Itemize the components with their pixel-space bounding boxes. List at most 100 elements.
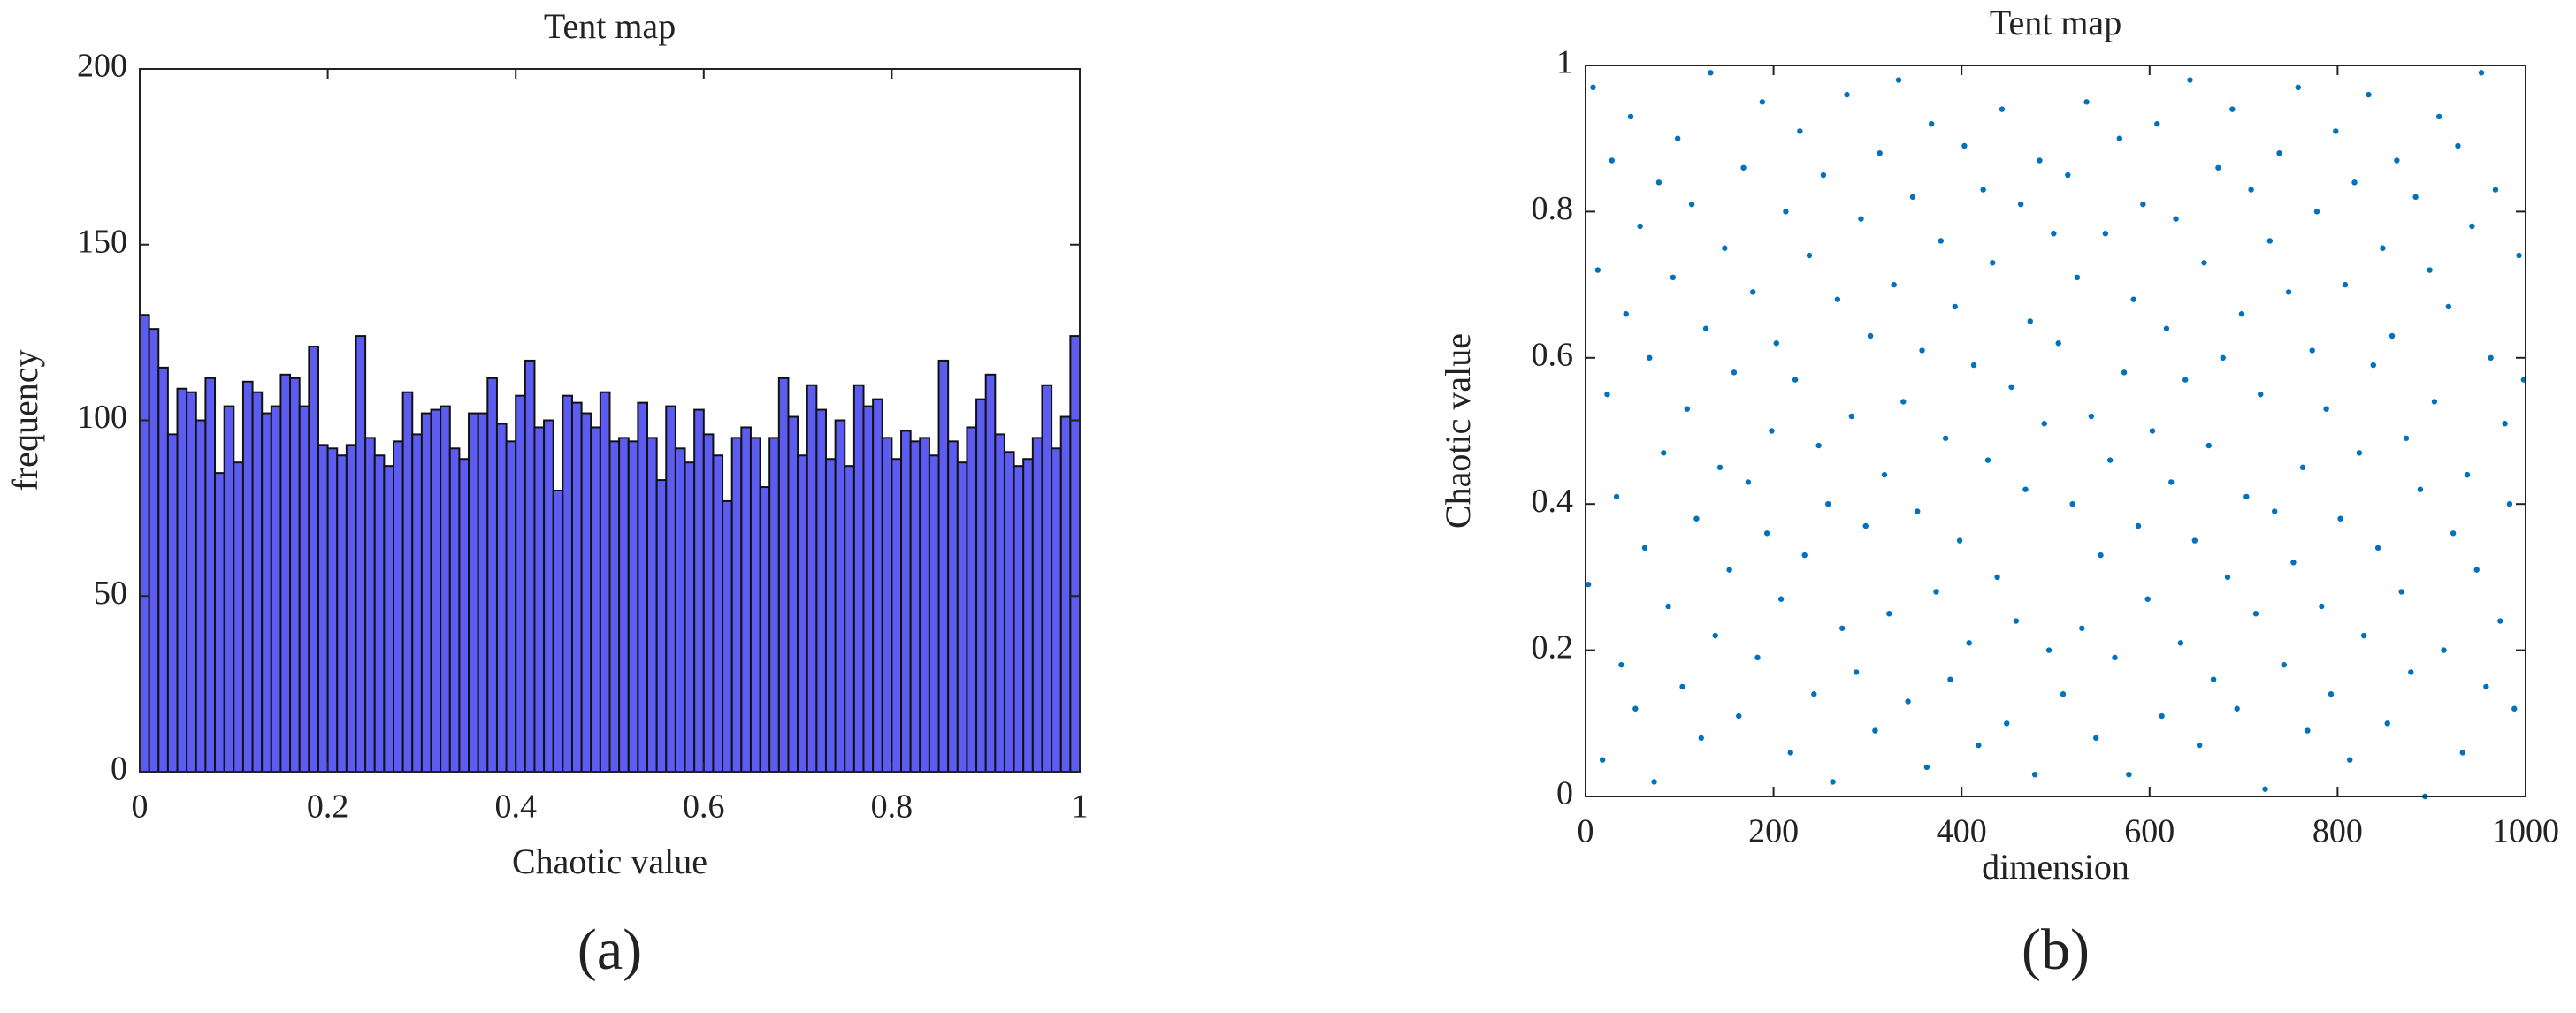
point [1722, 245, 1728, 251]
point [1651, 779, 1657, 785]
point [1811, 691, 1817, 697]
bar [806, 384, 818, 773]
bar [947, 440, 959, 773]
point [2041, 421, 2047, 427]
point [1928, 120, 1935, 127]
point [2196, 742, 2203, 749]
x-tick-label: 0 [1578, 813, 1594, 850]
point [1637, 223, 1643, 230]
x-tick-label: 0 [132, 788, 149, 826]
point [2342, 281, 2349, 288]
point [2351, 179, 2358, 186]
point [2323, 406, 2329, 412]
point [2187, 77, 2193, 83]
bar [627, 440, 639, 773]
bar [815, 408, 827, 773]
y-tick-label: 0.6 [1532, 337, 1574, 374]
point [1759, 99, 1766, 105]
point [2130, 296, 2136, 302]
bar [148, 328, 160, 773]
y-tick-label: 0.8 [1532, 190, 1574, 227]
point [2013, 618, 2020, 624]
point [1877, 150, 1883, 156]
bar [326, 447, 339, 773]
point [2262, 786, 2268, 792]
point [1716, 464, 1724, 471]
bar [195, 419, 207, 773]
bar [355, 335, 367, 773]
y-tick-label: 100 [77, 399, 127, 436]
y-tick-label: 0.2 [1532, 628, 1574, 666]
point [2360, 632, 2367, 639]
bar [862, 405, 875, 773]
bar [956, 461, 968, 773]
point [2112, 654, 2118, 661]
point [2182, 377, 2189, 383]
point [2252, 611, 2259, 617]
point [2060, 691, 2067, 697]
point [2045, 647, 2052, 653]
point [1848, 413, 1855, 420]
point [1627, 113, 1634, 120]
point [2295, 84, 2301, 91]
point [2234, 705, 2240, 712]
bar [881, 437, 893, 773]
bar [261, 412, 272, 773]
point [2177, 640, 2184, 646]
point [1994, 574, 2000, 581]
bar [665, 405, 676, 773]
bar [139, 314, 150, 773]
bar [562, 394, 573, 773]
point [1604, 391, 1610, 398]
point [1970, 362, 1977, 369]
point [2220, 354, 2226, 361]
point [2394, 157, 2400, 164]
point [1825, 501, 1831, 507]
point [2074, 274, 2081, 281]
point [1726, 567, 1732, 573]
x-tick-label: 800 [2312, 813, 2363, 850]
point [2380, 245, 2386, 251]
point [2450, 530, 2457, 537]
point [2116, 135, 2122, 141]
point [2088, 413, 2095, 420]
point [2313, 209, 2320, 215]
point [1915, 508, 1921, 514]
bar [891, 458, 903, 773]
bar [1022, 458, 1034, 773]
x-tick-label: 0.8 [871, 788, 913, 826]
point [2201, 260, 2207, 266]
point [1909, 194, 1916, 201]
point [1966, 640, 1972, 646]
point [1736, 712, 1742, 720]
bar [844, 465, 855, 773]
bar [684, 461, 696, 773]
point [1599, 757, 1606, 763]
point [2163, 325, 2170, 331]
bar [637, 401, 649, 773]
point [2037, 157, 2043, 164]
point [1952, 303, 1958, 310]
panel-label: (a) [577, 918, 642, 982]
point [1712, 632, 1718, 639]
point [2229, 106, 2236, 112]
x-axis-label: Chaotic value [512, 842, 707, 881]
point [1919, 347, 1925, 354]
bar [345, 444, 357, 773]
point [2168, 479, 2175, 485]
bar [486, 377, 498, 773]
bar [524, 359, 536, 773]
point [2210, 676, 2217, 682]
bar [900, 430, 912, 773]
point [1820, 171, 1827, 179]
bar [834, 419, 846, 773]
bar [1059, 415, 1072, 773]
bar [505, 440, 517, 773]
point [2258, 391, 2264, 398]
point [2093, 735, 2099, 742]
point [2285, 289, 2292, 295]
bar [608, 440, 621, 773]
point [1792, 377, 1799, 383]
point [2347, 757, 2353, 763]
